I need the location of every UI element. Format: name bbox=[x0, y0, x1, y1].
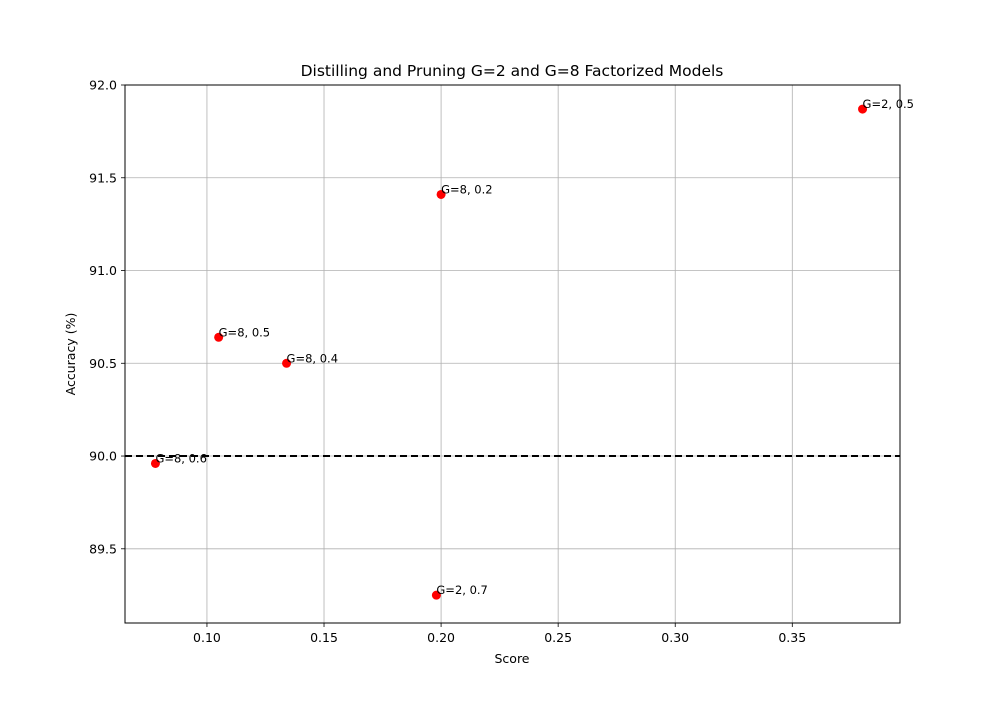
data-point-label: G=2, 0.5 bbox=[863, 97, 914, 111]
x-tick-label: 0.35 bbox=[778, 630, 806, 645]
x-axis-ticks: 0.10 0.15 0.20 0.25 0.30 0.35 bbox=[193, 623, 806, 645]
y-axis-label: Accuracy (%) bbox=[63, 313, 78, 396]
y-tick-label: 92.0 bbox=[89, 78, 117, 93]
x-axis-label: Score bbox=[494, 651, 529, 666]
data-point bbox=[150, 458, 160, 468]
plot-frame bbox=[124, 84, 901, 624]
data-point bbox=[282, 358, 292, 368]
y-tick-label: 90.5 bbox=[89, 356, 117, 371]
data-point-label: G=8, 0.2 bbox=[441, 182, 492, 196]
data-point-label: G=8, 0.5 bbox=[219, 325, 270, 339]
x-tick-label: 0.20 bbox=[427, 630, 455, 645]
points-layer bbox=[150, 104, 868, 600]
data-point bbox=[858, 104, 868, 114]
x-tick-label: 0.30 bbox=[661, 630, 689, 645]
data-point bbox=[431, 590, 441, 600]
y-tick-label: 91.5 bbox=[89, 170, 117, 185]
y-tick-label: 90.0 bbox=[89, 449, 117, 464]
y-tick-label: 91.0 bbox=[89, 263, 117, 278]
data-point-label: G=8, 0.4 bbox=[287, 351, 338, 365]
data-point-label: G=8, 0.6 bbox=[155, 451, 206, 465]
y-tick-label: 89.5 bbox=[89, 541, 117, 556]
x-tick-label: 0.10 bbox=[193, 630, 221, 645]
y-axis-ticks: 89.5 90.0 90.5 91.0 91.5 92.0 bbox=[89, 78, 125, 556]
data-point-label: G=2, 0.7 bbox=[436, 583, 487, 597]
data-point bbox=[214, 332, 224, 342]
point-labels-layer: G=2, 0.5 G=8, 0.2 G=8, 0.5 G=8, 0.4 G=8, 0.6… bbox=[155, 97, 914, 597]
data-point bbox=[436, 189, 446, 199]
grid-layer bbox=[125, 84, 900, 623]
x-tick-label: 0.15 bbox=[310, 630, 338, 645]
chart-title: Distilling and Pruning G=2 and G=8 Facto… bbox=[301, 62, 724, 80]
x-tick-label: 0.25 bbox=[544, 630, 572, 645]
